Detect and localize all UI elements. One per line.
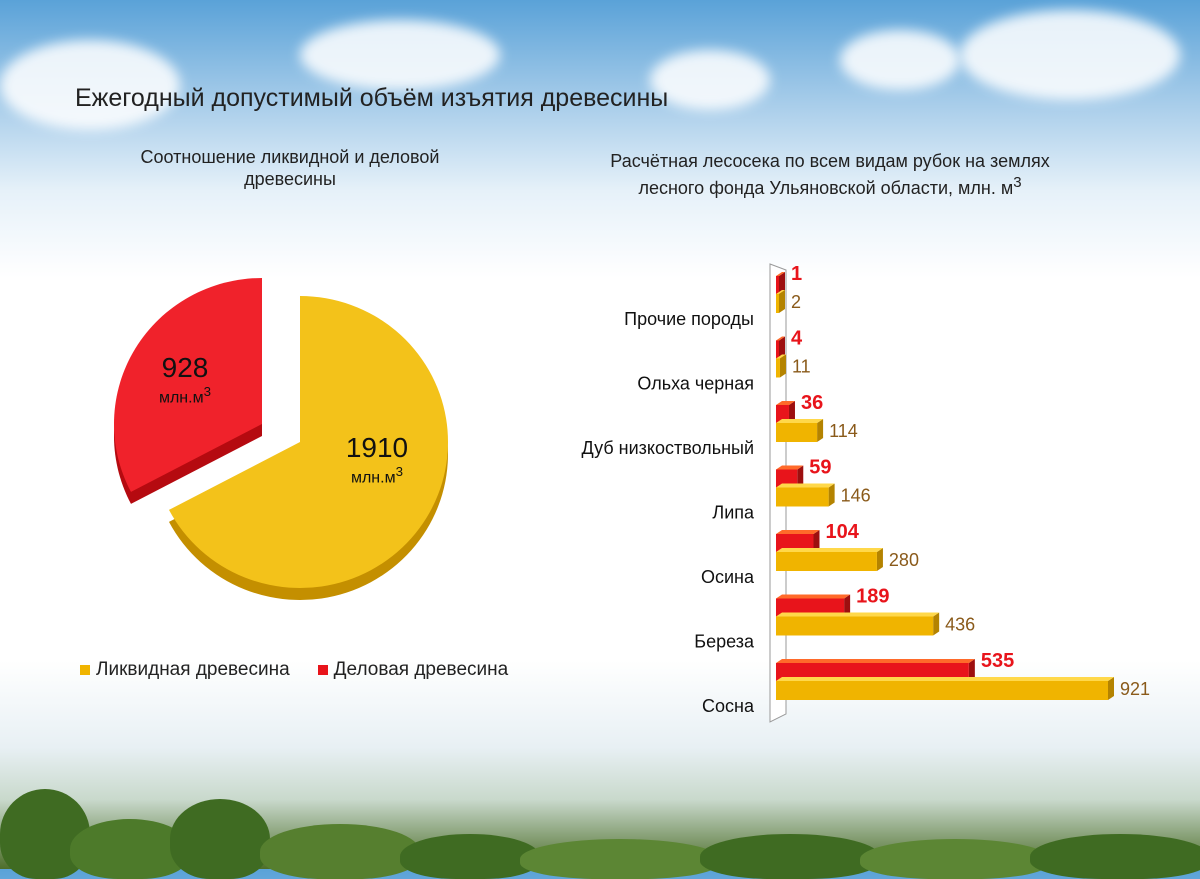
bar-value-label-liquid: 436 (945, 615, 975, 635)
bar-liquid-side (933, 612, 940, 636)
bar-business-top (776, 336, 785, 341)
bar-business-side (779, 272, 785, 295)
bar-category-label: Прочие породы (624, 309, 754, 329)
bar-liquid (776, 487, 829, 507)
bar-category-label: Сосна (702, 696, 755, 716)
pie-label-business: 928 млн.м3 (130, 352, 240, 407)
bar-value-label-business: 535 (981, 650, 1014, 672)
bar-liquid (776, 681, 1108, 700)
cloud (300, 20, 500, 90)
legend-swatch-business (317, 665, 328, 675)
bar-liquid (776, 552, 877, 571)
bar-liquid-top (776, 290, 785, 294)
pie-unit-liquid: млн.м3 (350, 464, 404, 487)
pie-subtitle-line1: Соотношение ликвидной и деловой (140, 147, 440, 167)
bar-business-top (776, 465, 804, 470)
bar-category-label: Осина (701, 567, 755, 587)
bar-business-side (813, 530, 820, 553)
legend-label-liquid: Ликвидная древесина (96, 659, 290, 680)
bar-business-top (776, 401, 795, 405)
bar-liquid-side (828, 483, 835, 507)
bar-liquid-top (776, 483, 835, 488)
bar-value-label-business: 36 (801, 392, 823, 414)
bar-category-label: Береза (694, 632, 755, 652)
bar-liquid-top (776, 612, 940, 617)
bar-value-label-liquid: 114 (829, 421, 858, 441)
bar-business-side (779, 336, 785, 360)
bar-business-top (776, 659, 975, 663)
cloud (650, 50, 770, 110)
bar-value-label-liquid: 11 (792, 357, 811, 377)
bar-subtitle-sup: 3 (1013, 174, 1022, 191)
cloud (960, 10, 1180, 100)
bar-liquid (776, 294, 779, 313)
bar-business (776, 340, 779, 360)
pie-subtitle: Соотношение ликвидной и деловой древесин… (100, 146, 480, 190)
pie-chart (114, 278, 449, 600)
cloud (0, 40, 180, 130)
bar-liquid (776, 616, 934, 636)
bar-business-side (788, 401, 795, 424)
legend-item-liquid: Ликвидная древесина (80, 659, 290, 681)
bar-liquid (776, 423, 818, 442)
bar-category-label: Дуб низкоствольный (582, 438, 754, 458)
bar-business-top (776, 594, 851, 599)
pie-subtitle-line2: древесины (244, 169, 336, 189)
bar-business-side (968, 659, 975, 682)
bar-liquid-side (779, 354, 786, 378)
bar-value-label-business: 59 (809, 457, 831, 479)
bar-subtitle-line1: Расчётная лесосека по всем видам рубок н… (610, 151, 1050, 171)
legend-item-business: Деловая древесина (317, 659, 509, 681)
bar-liquid-side (876, 548, 883, 571)
bar-value-label-liquid: 146 (841, 486, 871, 506)
bar-subtitle: Расчётная лесосека по всем видам рубок н… (570, 150, 1090, 199)
bar-value-label-business: 104 (825, 521, 859, 543)
bar-business-top (776, 272, 785, 276)
pie-label-liquid: 1910 млн.м3 (322, 432, 432, 487)
bar-liquid (776, 358, 780, 378)
pie-value-business: 928 (161, 352, 209, 383)
bar-liquid-top (776, 419, 824, 423)
legend-swatch-liquid (80, 665, 90, 675)
bar-liquid-top (776, 548, 883, 552)
page-title: Ежегодный допустимый объём изъятия древе… (75, 84, 669, 112)
bar-value-label-business: 189 (856, 586, 889, 608)
pie-legend: Ликвидная древесина Деловая древесина (80, 659, 508, 681)
pie-slice-business (114, 278, 262, 492)
bar-liquid-side (817, 419, 824, 442)
legend-label-business: Деловая древесина (333, 659, 509, 680)
bar-business-side (797, 465, 804, 489)
bar-category-label: Липа (712, 503, 755, 523)
bar-business (776, 276, 779, 295)
bar-business-side (844, 594, 851, 618)
bar-value-label-business: 1 (791, 263, 802, 285)
pie-value-liquid: 1910 (345, 432, 409, 463)
pie-slice-liquid (168, 296, 448, 588)
bar-value-label-liquid: 280 (889, 550, 919, 570)
pie-unit-business: млн.м3 (158, 384, 212, 407)
bar-value-label-liquid: 2 (791, 292, 801, 312)
bar-liquid-side (779, 290, 785, 313)
bar-subtitle-line2: лесного фонда Ульяновской области, млн. … (638, 178, 1014, 198)
bar-liquid-top (776, 677, 1114, 681)
bar-business-top (776, 530, 820, 534)
bar-liquid-side (1108, 677, 1114, 700)
bar-category-label: Ольха черная (637, 374, 754, 394)
bar-liquid-top (776, 354, 786, 359)
bar-value-label-business: 4 (791, 328, 803, 350)
bar-value-label-liquid: 921 (1120, 679, 1150, 699)
cloud (840, 30, 960, 90)
